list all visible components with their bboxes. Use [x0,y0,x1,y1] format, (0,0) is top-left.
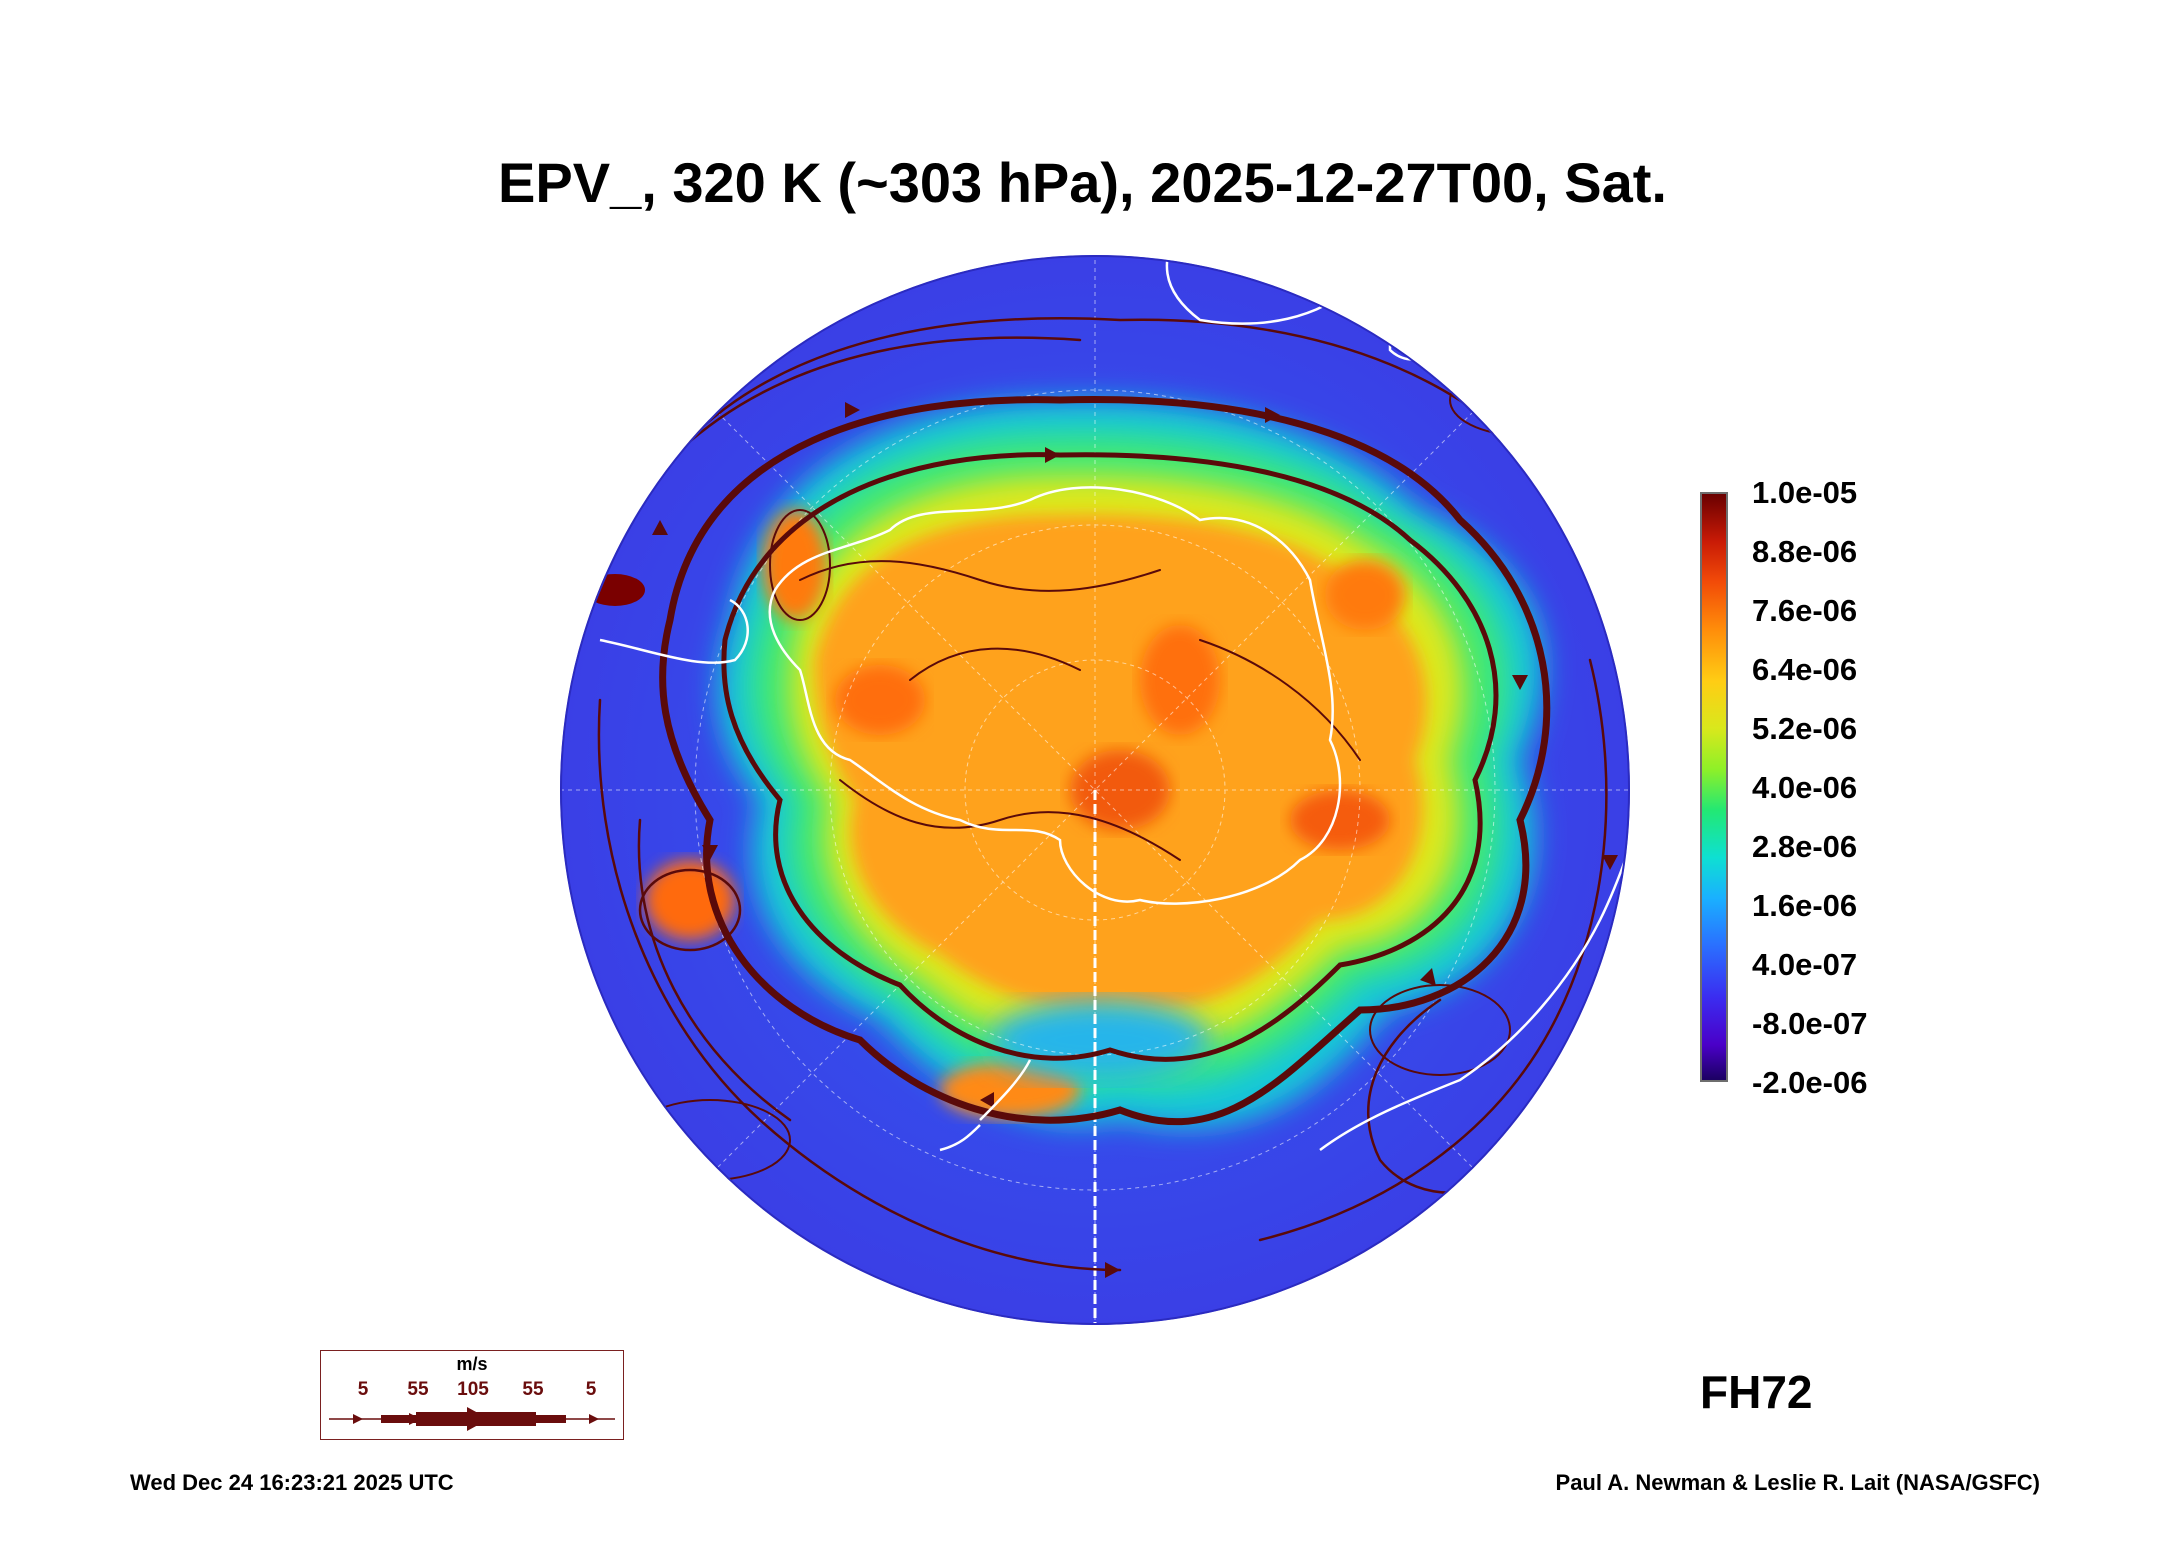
colorbar-labels: 1.0e-05 8.8e-06 7.6e-06 6.4e-06 5.2e-06 … [1752,475,1942,1100]
colorbar-label: 2.8e-06 [1752,829,1858,864]
epv-hotspot [835,665,925,735]
colorbar-label: 5.2e-06 [1752,711,1858,746]
epv-peak-blob [585,574,645,606]
epv-field-cyan-patch [990,1000,1210,1080]
author-credit: Paul A. Newman & Leslie R. Lait (NASA/GS… [1555,1470,2040,1495]
epv-hotspot [1140,625,1220,735]
colorbar-label: 1.6e-06 [1752,888,1858,923]
polar-map [560,255,1630,1325]
wind-legend-value: 5 [357,1379,369,1400]
colorbar-label: -2.0e-06 [1752,1065,1868,1100]
colorbar-label: 7.6e-06 [1752,593,1858,628]
antarctica-coast [768,486,1342,905]
colorbar-label: 1.0e-05 [1752,475,1858,510]
epv-hotspot [645,860,735,940]
generation-timestamp: Wed Dec 24 16:23:21 2025 UTC [130,1470,454,1495]
wind-legend-value: 105 [457,1379,489,1400]
forecast-hour-label: FH72 [1700,1366,1813,1418]
wind-legend-value: 5 [585,1379,597,1400]
plot-title: EPV_, 320 K (~303 hPa), 2025-12-27T00, S… [498,151,1667,214]
colorbar-label: 6.4e-06 [1752,652,1858,687]
colorbar-label: 4.0e-07 [1752,947,1858,982]
colorbar-label: 4.0e-06 [1752,770,1858,805]
south-america-tip [599,598,749,664]
epv-hotspot [1290,790,1390,850]
colorbar-label: -8.0e-07 [1752,1006,1868,1041]
madagascar-coast [1388,328,1432,361]
new-zealand-coast [939,1059,1032,1152]
colorbar-label: 8.8e-06 [1752,534,1858,569]
wind-speed-legend: m/s 5 55 105 55 5 [320,1350,624,1440]
wind-unit-label: m/s [456,1354,488,1374]
wind-legend-values: 5 55 105 55 5 [321,1379,623,1403]
colorbar-gradient [1702,494,1726,1080]
epv-hotspot [1325,560,1405,630]
map-boundary [560,255,1630,1325]
streamline-arrows [652,402,1618,1278]
wind-legend-value: 55 [407,1379,429,1400]
wind-legend-value: 55 [522,1379,544,1400]
wind-legend-arrows [329,1407,615,1431]
epv-hotspot [763,510,827,620]
colorbar [1700,492,1728,1082]
